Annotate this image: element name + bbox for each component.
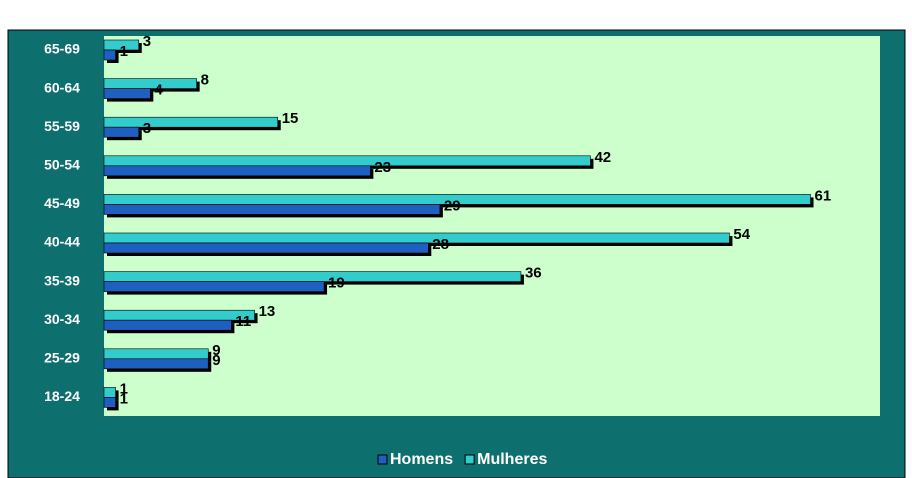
y-tick-label: 18-24 — [44, 388, 80, 404]
bar — [103, 271, 522, 282]
y-tick-label: 35-39 — [44, 272, 80, 288]
data-label: 13 — [259, 303, 276, 320]
plot-area — [104, 36, 880, 416]
y-tick-label: 55-59 — [44, 118, 80, 134]
y-tick-label: 30-34 — [44, 311, 80, 327]
bar — [103, 49, 116, 61]
legend-label: Mulheres — [477, 451, 547, 468]
y-tick-label: 60-64 — [44, 79, 80, 95]
legend-label: Homens — [390, 451, 453, 468]
y-tick-label: 25-29 — [44, 350, 80, 366]
bar — [103, 348, 209, 360]
bar — [103, 126, 140, 138]
data-label: 19 — [328, 275, 345, 292]
bar — [103, 232, 730, 244]
bar — [103, 155, 591, 167]
data-label: 61 — [815, 187, 832, 204]
data-label: 9 — [212, 352, 220, 369]
bar — [103, 78, 197, 89]
y-tick-label: 45-49 — [44, 195, 80, 211]
y-tick-label: 40-44 — [44, 234, 80, 250]
data-label: 9 — [212, 342, 220, 359]
data-label: 3 — [143, 33, 151, 50]
data-label: 36 — [525, 265, 542, 282]
data-label: 23 — [374, 159, 391, 176]
bar — [103, 281, 325, 292]
bar — [103, 88, 151, 99]
y-tick-label: 50-54 — [44, 157, 80, 173]
bar — [103, 358, 209, 370]
data-label: 1 — [120, 43, 128, 60]
data-label: 3 — [143, 120, 151, 137]
data-label: 8 — [201, 72, 209, 89]
data-label: 15 — [282, 110, 299, 127]
bar — [103, 242, 429, 254]
bar — [103, 397, 116, 408]
bar — [103, 204, 441, 215]
bar — [103, 194, 811, 205]
bar — [103, 39, 140, 51]
bar — [103, 116, 279, 128]
data-label: 29 — [444, 197, 461, 214]
data-label: 1 — [120, 380, 128, 397]
data-label: 28 — [432, 236, 449, 253]
data-label: 1 — [120, 390, 128, 407]
bar — [103, 165, 371, 177]
data-label: 11 — [235, 313, 251, 330]
data-label: 54 — [733, 226, 750, 243]
data-label: 42 — [594, 149, 611, 166]
bar — [103, 387, 116, 398]
bar — [103, 319, 232, 331]
legend-swatch — [464, 454, 475, 465]
bar — [103, 309, 255, 321]
y-tick-label: 65-69 — [44, 41, 80, 57]
legend-swatch — [377, 454, 388, 465]
data-label: 4 — [154, 82, 163, 99]
